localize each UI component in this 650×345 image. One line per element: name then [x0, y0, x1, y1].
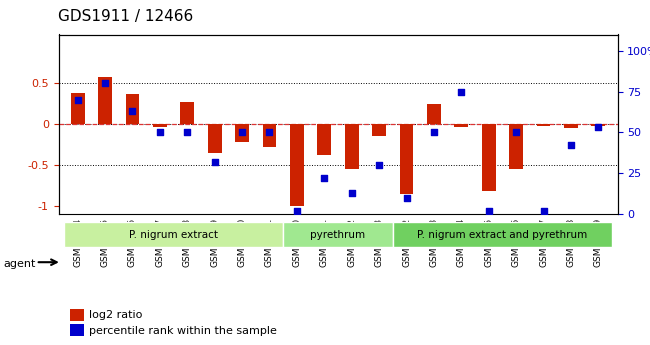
Point	[100, 81, 110, 86]
FancyBboxPatch shape	[64, 222, 283, 247]
Point	[127, 108, 138, 114]
Point	[374, 162, 384, 168]
Text: percentile rank within the sample: percentile rank within the sample	[89, 326, 277, 335]
Bar	[70, 309, 84, 321]
Bar	[400, 124, 413, 194]
Point	[346, 190, 357, 196]
Text: agent: agent	[3, 259, 36, 269]
Text: P. nigrum extract: P. nigrum extract	[129, 230, 218, 239]
Point	[182, 130, 192, 135]
Bar	[263, 124, 276, 147]
Bar	[372, 124, 386, 136]
Bar	[290, 124, 304, 206]
Bar	[208, 124, 222, 153]
Point	[456, 89, 467, 94]
Bar	[592, 124, 605, 126]
Point	[209, 159, 220, 165]
Point	[292, 208, 302, 214]
Text: GDS1911 / 12466: GDS1911 / 12466	[58, 9, 194, 24]
Point	[566, 142, 576, 148]
Text: log2 ratio: log2 ratio	[89, 310, 142, 319]
Point	[265, 130, 275, 135]
Bar	[98, 77, 112, 124]
Point	[73, 97, 83, 102]
Bar	[70, 324, 84, 336]
Bar	[125, 94, 139, 124]
Point	[401, 195, 411, 200]
Point	[484, 208, 494, 214]
Bar	[317, 124, 331, 155]
Bar	[153, 124, 167, 127]
Text: P. nigrum extract and pyrethrum: P. nigrum extract and pyrethrum	[417, 230, 588, 239]
Bar	[427, 104, 441, 124]
Bar	[454, 124, 468, 127]
Point	[319, 175, 330, 181]
Bar	[509, 124, 523, 169]
FancyBboxPatch shape	[393, 222, 612, 247]
Bar	[181, 102, 194, 124]
Bar	[537, 124, 551, 126]
Point	[511, 130, 521, 135]
Point	[538, 208, 549, 214]
Text: pyrethrum: pyrethrum	[311, 230, 365, 239]
Point	[429, 130, 439, 135]
Bar	[345, 124, 359, 169]
Bar	[564, 124, 578, 128]
Point	[593, 125, 603, 130]
Bar	[235, 124, 249, 142]
Point	[155, 130, 165, 135]
FancyBboxPatch shape	[283, 222, 393, 247]
Point	[237, 130, 247, 135]
Bar	[71, 93, 84, 124]
Bar	[482, 124, 495, 191]
